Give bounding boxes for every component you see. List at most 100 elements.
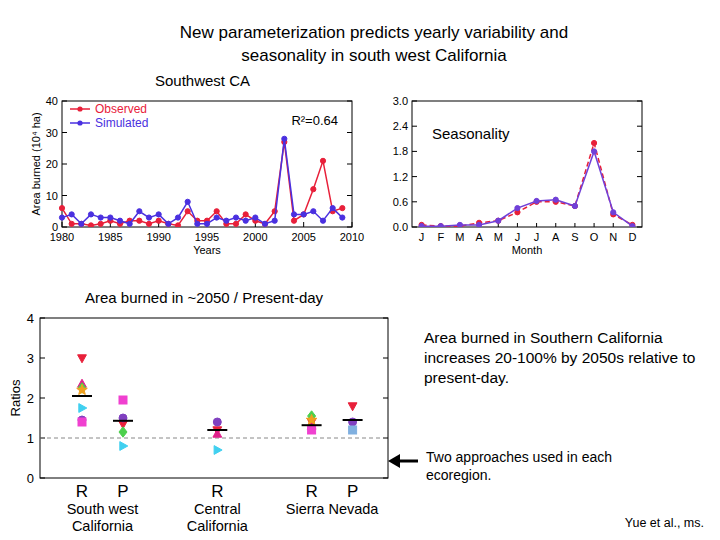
x-tick-label: F (437, 231, 444, 243)
x-tick-label: M (455, 231, 464, 243)
data-point (340, 206, 345, 211)
marks (72, 355, 363, 455)
y-tick-right (347, 164, 352, 165)
slide-title: New parameterization predicts yearly var… (180, 23, 568, 65)
data-point (457, 222, 462, 227)
y-tick (62, 195, 67, 196)
data-point (553, 197, 558, 202)
data-point (117, 218, 122, 223)
x-tick (574, 223, 575, 227)
data-point (224, 218, 229, 223)
y-axis-label: Area burned (10⁴ ha) (30, 112, 42, 215)
chart-title: Area burned in ~2050 / Present-day (85, 289, 324, 306)
legend-label: Observed (95, 102, 147, 116)
y-tick-label: 1 (27, 431, 34, 446)
data-point (195, 221, 200, 226)
y-tick-right (347, 227, 352, 228)
marks (59, 136, 345, 227)
data-point (69, 221, 74, 226)
chart-0: 0102030401980198519901995200020052010Yea… (30, 95, 364, 256)
x-tick (62, 222, 63, 227)
data-point (119, 427, 127, 437)
data-point (214, 446, 222, 455)
y-tick-right (637, 201, 642, 202)
data-point (591, 149, 596, 154)
y-tick (412, 227, 417, 228)
x-tick-label: M (494, 231, 503, 243)
data-point (108, 215, 113, 220)
data-point (253, 215, 258, 220)
data-point (137, 209, 142, 214)
y-tick (62, 132, 67, 133)
data-point (301, 212, 306, 217)
data-point (320, 158, 325, 163)
data-point (59, 215, 64, 220)
y-axis-label: Ratios (8, 379, 23, 416)
title-line: New parameterization predicts yearly var… (180, 23, 568, 42)
y-tick (40, 478, 45, 479)
data-point (204, 221, 209, 226)
y-tick-right (383, 358, 388, 359)
x-tick-label: A (475, 231, 483, 243)
y-tick (412, 151, 417, 152)
legend-marker (77, 106, 82, 111)
data-point (98, 221, 103, 226)
data-point (207, 429, 227, 431)
x-tick-label: J (534, 231, 540, 243)
group-label-line: California (187, 518, 249, 534)
data-point (137, 218, 142, 223)
data-point (419, 224, 424, 227)
data-point (146, 215, 151, 220)
y-tick-right (637, 227, 642, 228)
y-tick-label: 20 (46, 158, 58, 170)
data-point (340, 215, 345, 220)
plot-frame (412, 101, 642, 227)
y-tick-label: 1.2 (393, 171, 408, 183)
approaches-note: Two approaches used in each ecoregion. (426, 448, 666, 484)
x-category-label: R (76, 482, 88, 501)
y-tick-right (347, 195, 352, 196)
y-tick (62, 164, 67, 165)
data-point (214, 215, 219, 220)
x-tick-label: J (515, 231, 521, 243)
arrow-head (388, 454, 400, 468)
y-tick-label: 10 (46, 190, 58, 202)
data-point (243, 212, 248, 217)
x-axis-label: Month (512, 244, 543, 256)
data-point (119, 396, 127, 404)
data-point (88, 212, 93, 217)
legend: ObservedSimulated (70, 102, 148, 130)
group-label-line: Sierra Nevada (286, 501, 380, 517)
data-point (166, 221, 171, 226)
data-point (79, 221, 84, 226)
data-point (262, 221, 267, 226)
group-label: Sierra Nevada (286, 501, 380, 517)
x-tick-label: A (552, 231, 560, 243)
data-point (282, 136, 287, 141)
data-point (306, 414, 317, 424)
y-tick-right (637, 151, 642, 152)
data-point (320, 218, 325, 223)
data-point (175, 223, 180, 227)
y-tick-right (383, 318, 388, 319)
plot-frame (40, 318, 388, 478)
x-tick (555, 223, 556, 227)
y-tick-right (637, 126, 642, 127)
chart-2: 01234RatiosRPRRPSouth westCaliforniaCent… (8, 311, 388, 534)
data-point (349, 426, 357, 434)
x-tick-label: O (590, 231, 599, 243)
y-tick-label: 1.8 (393, 145, 408, 157)
y-tick (40, 398, 45, 399)
data-point (185, 209, 190, 214)
data-point (72, 395, 92, 397)
data-point (476, 222, 481, 227)
x-tick-label: 1985 (98, 231, 122, 243)
arrow-shaft (398, 460, 418, 463)
data-point (534, 199, 539, 204)
data-point (78, 355, 87, 363)
group-label: South westCalifornia (67, 501, 139, 534)
y-tick-label: 30 (46, 127, 58, 139)
x-tick-label: 2010 (340, 231, 364, 243)
data-point (213, 418, 221, 426)
y-tick-label: 2 (27, 391, 34, 406)
